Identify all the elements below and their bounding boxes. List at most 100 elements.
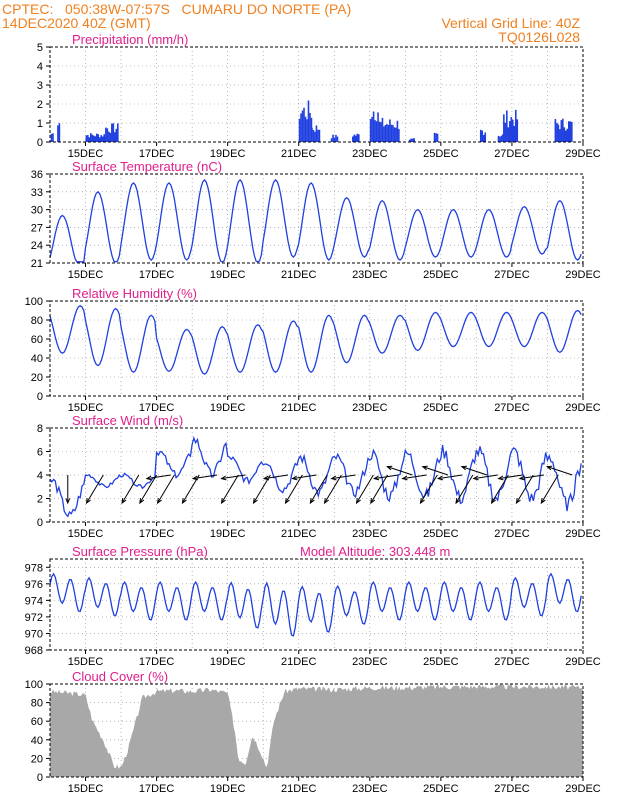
precip-bar: [433, 132, 436, 142]
precip-bar: [560, 120, 563, 142]
relative-humidity-xtick-label: 27DEC: [494, 402, 530, 414]
precip-bar: [309, 112, 311, 142]
relative-humidity-xtick-label: 19DEC: [210, 402, 246, 414]
precip-bar: [333, 137, 336, 142]
precip-bar: [380, 122, 382, 142]
precip-bar: [435, 133, 437, 142]
precip-bar: [387, 124, 390, 142]
wind-vector: [139, 474, 158, 504]
surface-pressure-hpa-xtick-label: 29DEC: [565, 656, 601, 668]
precipitation-mm-h-ytick-label: 2: [37, 99, 43, 111]
precip-bar: [352, 136, 354, 142]
surface-wind-m-s-title: Surface Wind (m/s): [72, 413, 183, 428]
precip-bar: [100, 135, 103, 142]
precip-bar: [97, 134, 100, 142]
precip-bar: [369, 119, 372, 142]
surface-temperature-nc-xtick-label: 15DEC: [68, 269, 104, 281]
precip-bar: [559, 129, 561, 142]
precip-bar: [57, 125, 59, 142]
wind-vector: [221, 474, 246, 480]
precip-bar: [117, 123, 119, 142]
precip-bar: [499, 136, 501, 142]
precip-bar: [58, 123, 61, 142]
surface-temperature-nc-ytick-label: 30: [31, 205, 43, 217]
wind-vector-head: [323, 497, 329, 505]
surface-wind-m-s-xtick-label: 29DEC: [565, 528, 601, 540]
precip-bar: [395, 127, 397, 142]
precip-bar: [311, 127, 313, 142]
wind-vector: [370, 474, 388, 504]
wind-vector: [192, 474, 218, 480]
precip-bar: [411, 138, 414, 142]
precip-bar: [91, 134, 94, 142]
precip-bar: [500, 135, 503, 142]
wind-vector-head: [65, 498, 71, 505]
precip-bar: [484, 132, 487, 142]
precipitation-mm-h-ytick-label: 5: [37, 42, 43, 54]
cloud-cover-xtick-label: 29DEC: [565, 783, 601, 795]
precip-bar: [358, 134, 360, 142]
relative-humidity-frame: [49, 300, 584, 397]
precip-bar: [393, 127, 396, 142]
relative-humidity-xtick-label: 23DEC: [352, 402, 388, 414]
cloud-cover-xtick-label: 21DEC: [281, 783, 317, 795]
precip-bar: [381, 117, 384, 142]
precip-bar: [318, 129, 321, 142]
surface-wind-m-s-line: [49, 436, 582, 518]
cloud-cover-ytick-label: 80: [31, 698, 43, 710]
relative-humidity-line: [49, 305, 582, 375]
wind-vector: [121, 474, 140, 504]
precip-bar: [372, 111, 375, 142]
precip-bar: [94, 136, 97, 142]
wind-vector: [438, 474, 463, 480]
precip-bar: [386, 124, 388, 142]
precip-bar: [513, 125, 516, 142]
cloud-cover-xtick-label: 15DEC: [68, 783, 104, 795]
wind-vector-head: [497, 475, 504, 481]
wind-vector-head: [419, 497, 425, 505]
precip-bar: [303, 107, 305, 142]
surface-wind-m-s-xtick-label: 25DEC: [423, 528, 459, 540]
wind-vector-head: [472, 475, 479, 481]
precip-bar: [98, 137, 101, 142]
surface-pressure-hpa-ytick-label: 976: [25, 579, 43, 591]
header-date: 14DEC2020 40Z (GMT): [2, 15, 151, 31]
precip-bar: [410, 138, 412, 142]
cloud-cover-title: Cloud Cover (%): [72, 669, 168, 684]
wind-vector-head: [386, 465, 393, 471]
precip-bar: [103, 134, 106, 142]
surface-temperature-nc-xtick-label: 19DEC: [210, 269, 246, 281]
wind-vector-head: [370, 497, 376, 505]
wind-vector: [546, 466, 573, 476]
surface-temperature-nc-line: [49, 178, 582, 263]
wind-vector-head: [145, 475, 152, 481]
cloud-cover-ytick-label: 40: [31, 735, 43, 747]
surface-wind-m-s-ytick-label: 0: [37, 517, 43, 529]
precip-bar: [479, 129, 482, 142]
precip-bar: [301, 110, 304, 142]
relative-humidity-ytick-label: 80: [31, 315, 43, 327]
precip-bar: [481, 130, 484, 142]
wind-vector-head: [540, 497, 546, 505]
precip-bar: [398, 129, 400, 142]
wind-vector-head: [455, 497, 461, 505]
cloud-cover-ytick-label: 0: [37, 772, 43, 784]
surface-temperature-nc-title: Surface Temperature (nC): [72, 159, 222, 174]
precipitation-mm-h-frame: [49, 46, 584, 143]
wind-vector-head: [220, 497, 226, 505]
surface-temperature-nc-xtick-label: 29DEC: [565, 269, 601, 281]
precipitation-mm-h-xtick-label: 15DEC: [68, 148, 104, 160]
cloud-cover-xtick-label: 19DEC: [210, 783, 246, 795]
precip-bar: [502, 134, 504, 142]
surface-temperature-nc-xtick-label: 25DEC: [423, 269, 459, 281]
wind-vector: [263, 474, 289, 480]
wind-vector: [324, 474, 342, 504]
surface-pressure-hpa-ytick-label: 970: [25, 628, 43, 640]
precip-bar: [503, 114, 505, 142]
precip-bar: [509, 121, 511, 142]
relative-humidity-xtick-label: 25DEC: [423, 402, 459, 414]
wind-vector: [331, 474, 356, 480]
precip-bar: [378, 121, 381, 142]
relative-humidity-ytick-label: 40: [31, 353, 43, 365]
wind-vector: [516, 474, 534, 504]
